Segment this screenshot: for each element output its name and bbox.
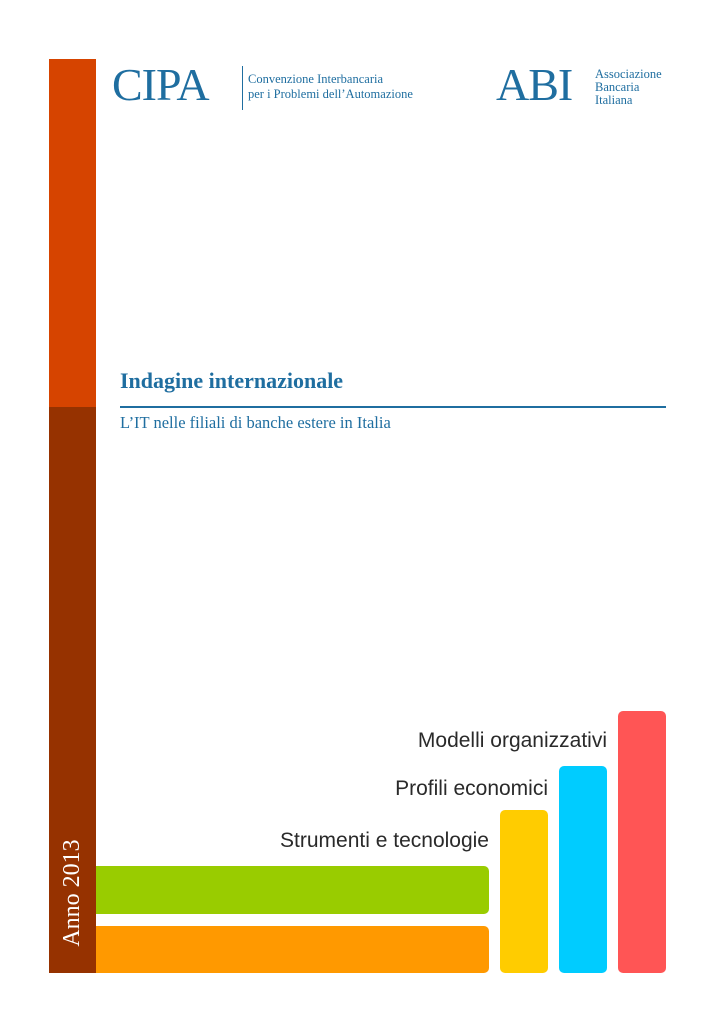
document-subtitle: L’IT nelle filiali di banche estere in I…	[120, 413, 391, 432]
decorative-bar-cyan	[559, 766, 607, 973]
abi-name-line1: Associazione	[595, 67, 662, 81]
abi-name-line2: Bancaria	[595, 80, 640, 94]
side-strip-bottom	[49, 407, 96, 973]
document-title: Indagine internazionale	[120, 368, 344, 393]
topic-organizational-models: Modelli organizzativi	[417, 729, 607, 752]
cipa-wordmark: CIPA	[112, 59, 210, 110]
decorative-bar-red	[618, 711, 666, 973]
decorative-bar-green	[96, 866, 489, 914]
topic-tools-technologies: Strumenti e tecnologie	[280, 829, 489, 852]
side-strip-top	[49, 59, 96, 407]
decorative-bar-yellow	[500, 810, 548, 973]
cipa-logo-divider	[242, 66, 243, 110]
decorative-bar-orange	[96, 926, 489, 973]
abi-wordmark: ABI	[496, 59, 573, 110]
title-divider	[120, 406, 666, 408]
abi-name-line3: Italiana	[595, 93, 633, 107]
topic-economic-profiles: Profili economici	[395, 777, 548, 800]
cipa-tagline-line2: per i Problemi dell’Automazione	[248, 87, 413, 101]
year-label: Anno 2013	[59, 839, 85, 947]
cipa-tagline-line1: Convenzione Interbancaria	[248, 72, 384, 86]
